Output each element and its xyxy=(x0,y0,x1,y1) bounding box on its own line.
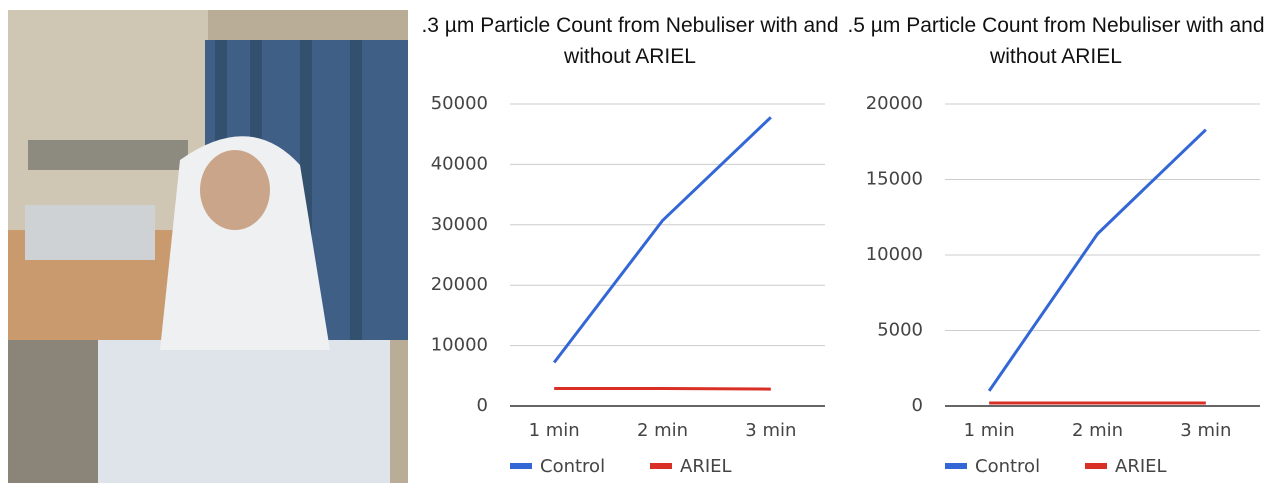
legend-label: ARIEL xyxy=(680,456,732,477)
y-tick-label: 20000 xyxy=(866,93,923,114)
y-tick-label: 40000 xyxy=(431,153,488,174)
y-tick-label: 10000 xyxy=(866,244,923,265)
x-tick-label: 3 min xyxy=(745,420,796,441)
photo xyxy=(8,10,408,483)
legend-label: Control xyxy=(540,456,605,477)
series-line xyxy=(554,388,771,389)
legend-swatch xyxy=(1085,463,1107,469)
x-tick-label: 3 min xyxy=(1180,420,1231,441)
legend-label: Control xyxy=(975,456,1040,477)
y-tick-label: 10000 xyxy=(431,335,488,356)
y-tick-label: 5000 xyxy=(877,320,923,341)
legend-swatch xyxy=(945,463,967,469)
x-tick-label: 1 min xyxy=(529,420,580,441)
y-tick-label: 20000 xyxy=(431,274,488,295)
legend-label: ARIEL xyxy=(1115,456,1167,477)
series-line xyxy=(989,130,1206,391)
page: {"chart_data": [ {"type": "line", "title… xyxy=(0,0,1266,493)
x-tick-label: 2 min xyxy=(1072,420,1123,441)
legend-swatch xyxy=(510,463,532,469)
y-tick-label: 0 xyxy=(912,395,923,416)
y-tick-label: 0 xyxy=(477,395,488,416)
x-tick-label: 2 min xyxy=(637,420,688,441)
chart-title: .3 µm Particle Count from Nebuliser with… xyxy=(420,10,840,72)
y-tick-label: 15000 xyxy=(866,169,923,190)
legend-swatch xyxy=(650,463,672,469)
y-tick-label: 50000 xyxy=(431,93,488,114)
x-tick-label: 1 min xyxy=(964,420,1015,441)
figure: 010000200003000040000500001 min2 min3 mi… xyxy=(0,0,1266,493)
chart-title: .5 µm Particle Count from Nebuliser with… xyxy=(846,10,1266,72)
series-line xyxy=(554,117,771,362)
y-tick-label: 30000 xyxy=(431,214,488,235)
